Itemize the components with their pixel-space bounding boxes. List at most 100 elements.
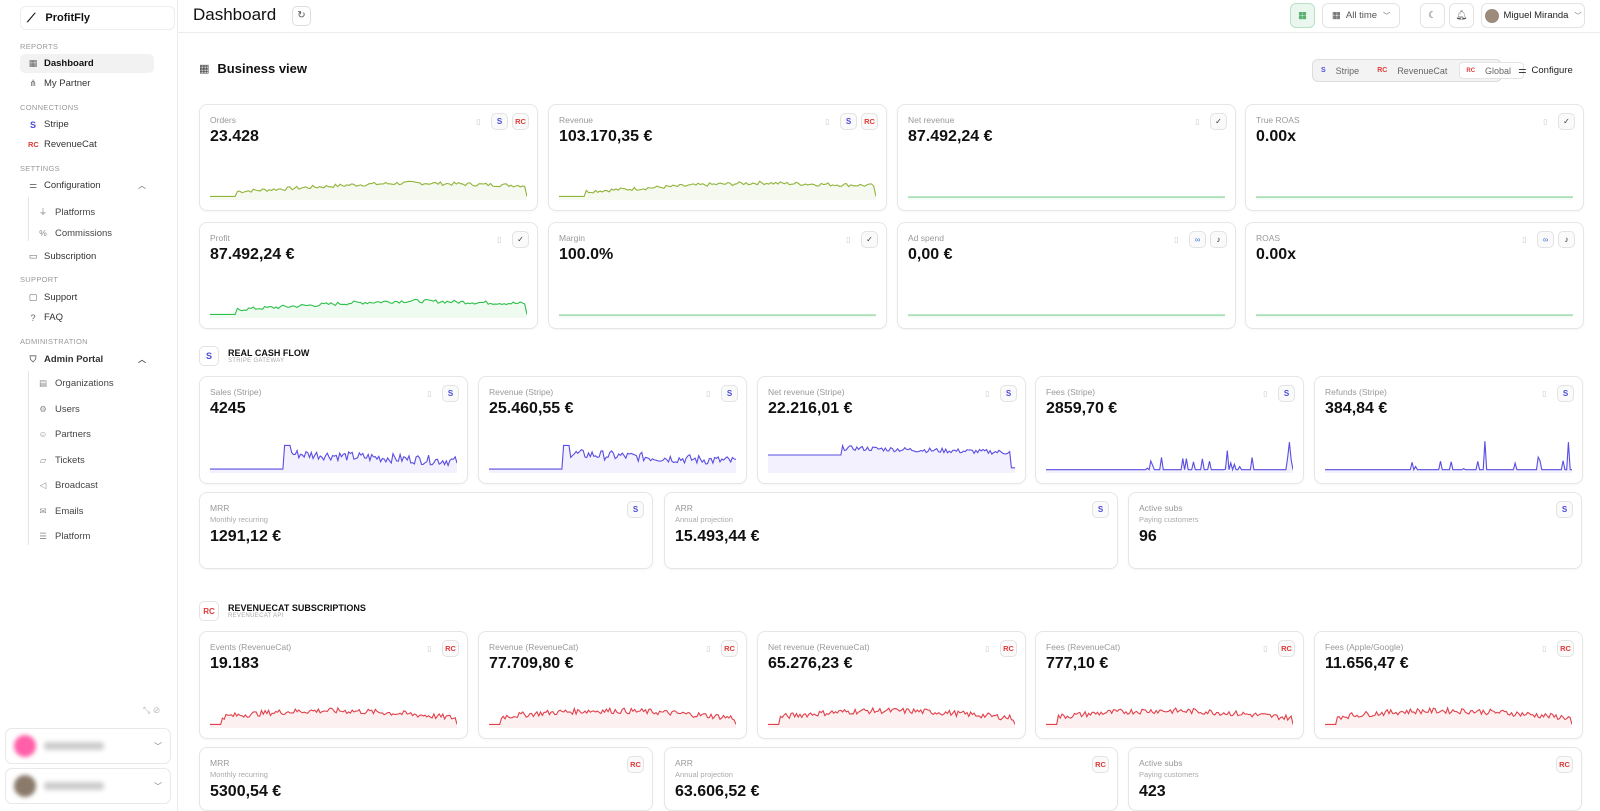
- sidebar-item-platforms[interactable]: ⏚ Platforms: [38, 203, 95, 221]
- source-tab-global[interactable]: RC Global: [1459, 62, 1525, 79]
- sparkline-area: [210, 445, 457, 473]
- copy-icon[interactable]: ▯: [497, 235, 502, 244]
- sidebar-item-broadcast[interactable]: ◁ Broadcast: [38, 476, 98, 494]
- sidebar-item-stripe[interactable]: S Stripe: [20, 115, 154, 134]
- metric-card[interactable]: ARR Annual projection 15.493,44 € S: [664, 492, 1118, 569]
- copy-icon[interactable]: ▯: [985, 389, 990, 398]
- sidebar-item-users[interactable]: ⚙ Users: [38, 400, 80, 418]
- revenuecat-icon: RC: [721, 640, 738, 657]
- sidebar-item-revenuecat[interactable]: RC RevenueCat: [20, 135, 154, 154]
- eye-off-icon[interactable]: ⊘: [152, 705, 161, 715]
- metric-sublabel: Annual projection: [675, 515, 733, 524]
- sparkline: [489, 444, 736, 473]
- sidebar-item-platform[interactable]: ☰ Platform: [38, 527, 90, 545]
- metric-card[interactable]: Net revenue (Stripe) 22.216,01 € ▯ S: [757, 376, 1026, 484]
- copy-icon[interactable]: ▯: [1263, 644, 1268, 653]
- metric-label: Revenue: [559, 115, 594, 125]
- source-tab-stripe[interactable]: S Stripe: [1315, 62, 1371, 79]
- sidebar-item-commissions[interactable]: % Commissions: [38, 224, 112, 242]
- sidebar-item-emails[interactable]: ✉ Emails: [38, 502, 83, 520]
- notifications-button[interactable]: 🔔︎: [1449, 3, 1474, 28]
- metric-card[interactable]: Orders 23.428 ▯ S RC: [199, 104, 538, 211]
- date-range-select[interactable]: ▦ All time ﹀: [1322, 3, 1400, 28]
- revenuecat-icon: RC: [861, 113, 878, 130]
- copy-icon[interactable]: ▯: [1263, 389, 1268, 398]
- sidebar-item-my-partner[interactable]: ⋔ My Partner: [20, 74, 154, 93]
- copy-icon[interactable]: ▯: [1542, 389, 1547, 398]
- copy-icon[interactable]: ▯: [427, 644, 432, 653]
- metric-sublabel: Paying customers: [1139, 515, 1199, 524]
- sidebar-item-tickets[interactable]: ▱ Tickets: [38, 451, 85, 469]
- sidebar-item-faq[interactable]: ? FAQ: [20, 308, 154, 327]
- sparkline-line: [489, 706, 736, 725]
- sidebar-item-organizations[interactable]: ▤ Organizations: [38, 374, 114, 392]
- metric-card[interactable]: ARR Annual projection 63.606,52 € RC: [664, 747, 1118, 811]
- sparkline-line: [559, 180, 876, 197]
- metric-card[interactable]: Margin 100.0% ▯ ✓: [548, 222, 887, 329]
- metric-card[interactable]: MRR Monthly recurring 1291,12 € S: [199, 492, 653, 569]
- help-icon: ?: [30, 312, 36, 323]
- metric-card[interactable]: Revenue (Stripe) 25.460,55 € ▯ S: [478, 376, 747, 484]
- metric-card[interactable]: MRR Monthly recurring 5300,54 € RC: [199, 747, 653, 811]
- metric-card[interactable]: Net revenue 87.492,24 € ▯ ✓: [897, 104, 1236, 211]
- copy-icon[interactable]: ▯: [1522, 235, 1527, 244]
- metric-label: ARR: [675, 758, 693, 768]
- metric-card[interactable]: Refunds (Stripe) 384,84 € ▯ S: [1314, 376, 1583, 484]
- metric-label: Ad spend: [908, 233, 944, 243]
- theme-toggle[interactable]: ☾: [1420, 3, 1445, 28]
- tiktok-icon: ♪: [1210, 231, 1227, 248]
- sidebar-item-partners[interactable]: ☺ Partners: [38, 425, 91, 443]
- metric-card[interactable]: Revenue (RevenueCat) 77.709,80 € ▯ RC: [478, 631, 747, 739]
- metric-card[interactable]: Profit 87.492,24 € ▯ ✓: [199, 222, 538, 329]
- collapse-icon[interactable]: ⤡: [143, 705, 151, 715]
- copy-icon[interactable]: ▯: [985, 644, 990, 653]
- refresh-button[interactable]: ↻: [292, 6, 311, 26]
- source-tab-revenuecat[interactable]: RC RevenueCat: [1371, 62, 1459, 79]
- app-logo[interactable]: ⟋ ProfitFly: [20, 6, 175, 30]
- copy-icon[interactable]: ▯: [825, 117, 830, 126]
- sidebar-item-support[interactable]: ▢ Support: [20, 288, 154, 307]
- sidebar-item-dashboard[interactable]: ▦ Dashboard: [20, 54, 154, 73]
- card-badges: ▯ RC: [1536, 640, 1574, 657]
- copy-icon[interactable]: ▯: [1543, 117, 1548, 126]
- organization-switcher[interactable]: ﹀: [5, 728, 171, 764]
- sparkline-area: [210, 708, 457, 728]
- sparkline: [489, 706, 736, 728]
- sidebar-item-configuration[interactable]: ⚌ Configuration ︿: [20, 176, 154, 195]
- configure-button[interactable]: ⚌ Configure: [1518, 65, 1573, 76]
- copy-icon[interactable]: ▯: [706, 644, 711, 653]
- sidebar-item-subscription[interactable]: ▭ Subscription: [20, 247, 154, 266]
- metric-card[interactable]: Active subs Paying customers 423 RC: [1128, 747, 1582, 811]
- metric-card[interactable]: True ROAS 0.00x ▯ ✓: [1245, 104, 1584, 211]
- metric-value: 65.276,23 €: [768, 655, 853, 672]
- copy-icon[interactable]: ▯: [846, 235, 851, 244]
- metric-card[interactable]: Revenue 103.170,35 € ▯ S RC: [548, 104, 887, 211]
- metric-value: 777,10 €: [1046, 655, 1109, 672]
- calendar-button[interactable]: ▦: [1290, 3, 1315, 28]
- copy-icon[interactable]: ▯: [427, 389, 432, 398]
- metric-card[interactable]: Active subs Paying customers 96 S: [1128, 492, 1582, 569]
- copy-icon[interactable]: ▯: [476, 117, 481, 126]
- sparkline: [210, 298, 527, 318]
- copy-icon[interactable]: ▯: [1195, 117, 1200, 126]
- user-switcher[interactable]: ﹀: [5, 768, 171, 804]
- sidebar-item-label: Support: [44, 292, 78, 303]
- copy-icon[interactable]: ▯: [706, 389, 711, 398]
- metric-card[interactable]: Events (RevenueCat) 19.183 ▯ RC: [199, 631, 468, 739]
- chevron-down-icon: ﹀: [154, 781, 162, 791]
- copy-icon[interactable]: ▯: [1174, 235, 1179, 244]
- metric-value: 2859,70 €: [1046, 400, 1118, 417]
- metric-value: 87.492,24 €: [908, 128, 993, 145]
- metric-card[interactable]: ROAS 0.00x ▯ ∞ ♪: [1245, 222, 1584, 329]
- metric-card[interactable]: Fees (RevenueCat) 777,10 € ▯ RC: [1035, 631, 1304, 739]
- copy-icon[interactable]: ▯: [1542, 644, 1547, 653]
- metric-card[interactable]: Ad spend 0,00 € ▯ ∞ ♪: [897, 222, 1236, 329]
- metric-card[interactable]: Fees (Apple/Google) 11.656,47 € ▯ RC: [1314, 631, 1583, 739]
- metric-card[interactable]: Fees (Stripe) 2859,70 € ▯ S: [1035, 376, 1304, 484]
- sparkline-area: [1046, 442, 1293, 473]
- user-menu[interactable]: Miguel Miranda ﹀: [1481, 3, 1585, 28]
- chevron-up-icon: ︿: [138, 355, 146, 364]
- metric-card[interactable]: Sales (Stripe) 4245 ▯ S: [199, 376, 468, 484]
- sidebar-item-admin-portal[interactable]: ⛉ Admin Portal ︿: [20, 350, 154, 369]
- metric-card[interactable]: Net revenue (RevenueCat) 65.276,23 € ▯ RC: [757, 631, 1026, 739]
